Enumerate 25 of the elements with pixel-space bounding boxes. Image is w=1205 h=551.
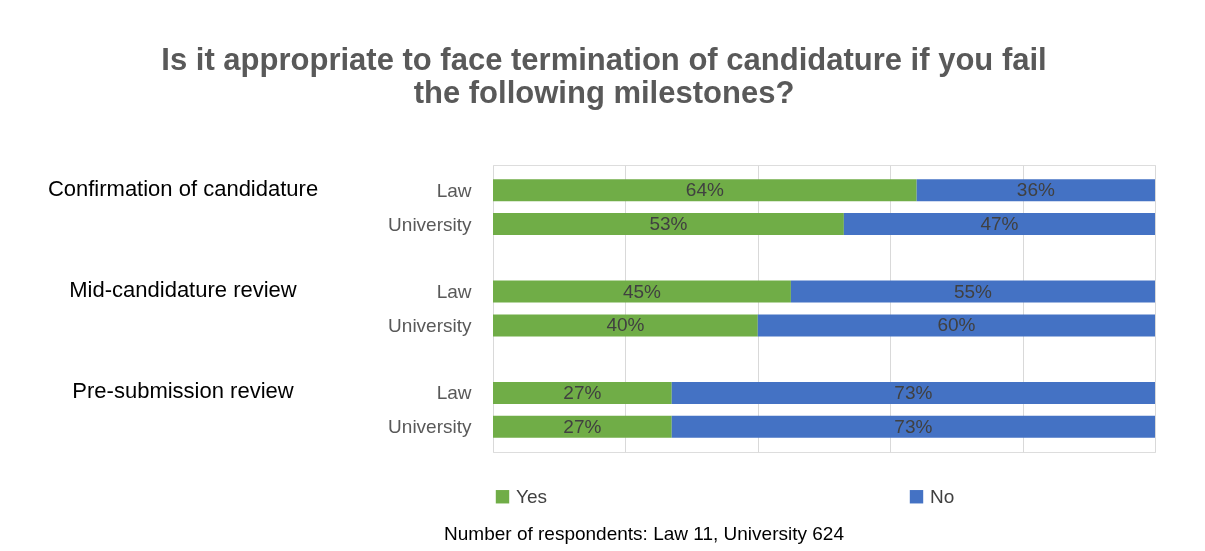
y-tick-label: Law [436,382,472,404]
data-label: 36% [1016,179,1055,201]
data-label: 27% [563,381,602,403]
data-label: 73% [894,381,933,403]
y-tick-label: University [388,416,472,438]
data-label: 64% [685,179,724,201]
data-label: 73% [894,415,933,437]
data-label: 53% [649,213,688,235]
data-label: 60% [937,314,976,336]
data-label: 55% [953,280,993,302]
data-label: 27% [563,415,602,437]
data-label: 47% [980,213,1019,235]
text: Confirmation of candidature [47,175,319,201]
y-tick-label: Law [436,179,472,201]
y-tick-label: University [388,314,472,336]
text: Number of respondents: Law 11, University 624 [444,523,845,544]
data-label: 40% [606,314,645,336]
chart-title: Is it appropriate to face termination of candidature if you fail the following milestones? [161,42,1047,110]
legend-label: Yes [516,485,547,507]
y-tick-label: Law [436,281,472,303]
data-label: 45% [622,280,662,302]
text: Mid-candidature review [69,276,297,302]
legend-label: No [930,485,955,507]
y-tick-label: University [388,213,472,235]
text: Pre-submission review [72,378,294,404]
